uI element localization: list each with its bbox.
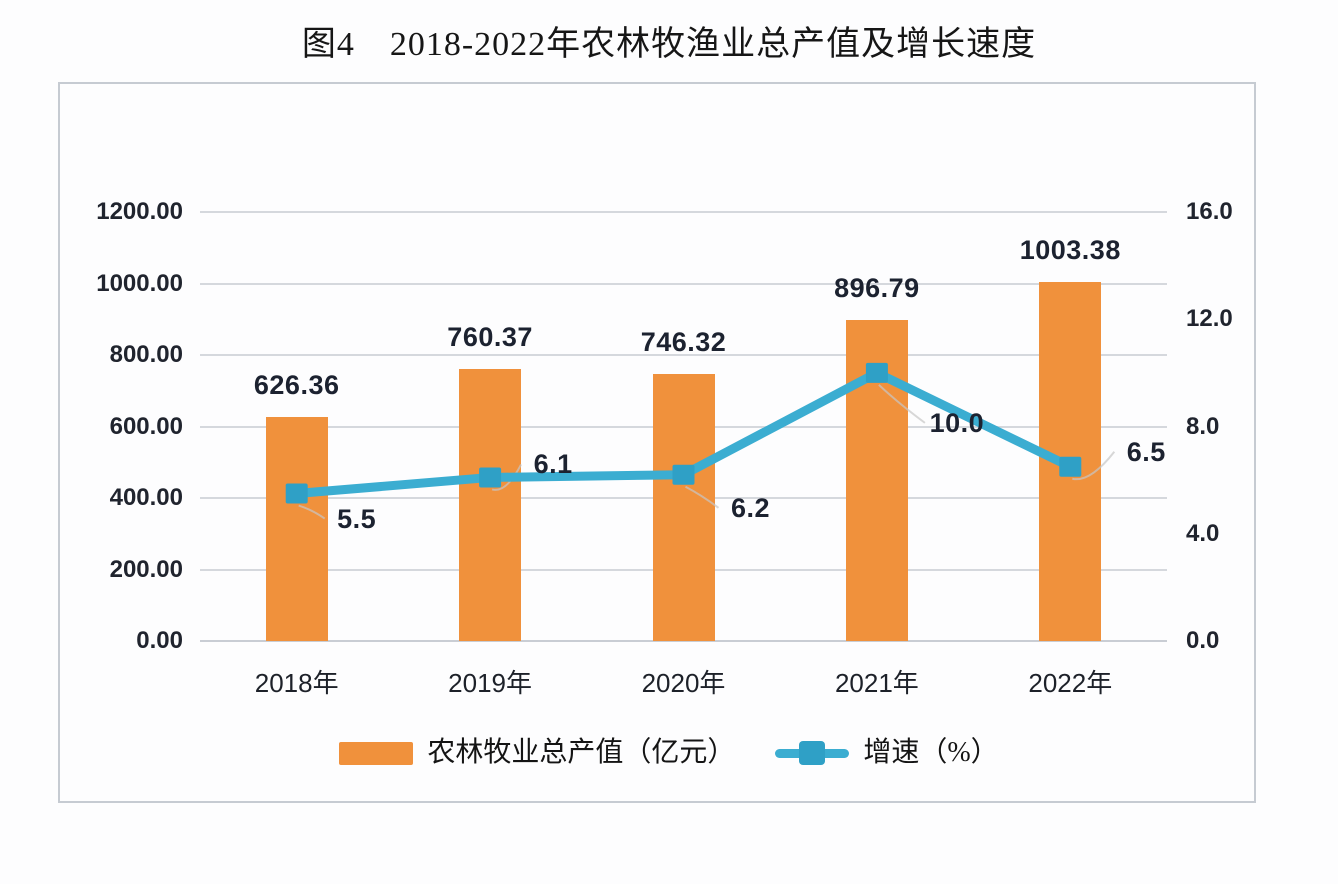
legend-line-marker-icon: [799, 741, 826, 765]
chart-legend: 农林牧业总产值（亿元） 增速（%）: [0, 736, 1338, 770]
y-axis-left-tick-200: 200.00: [109, 555, 183, 583]
line-marker-2018年: [285, 483, 308, 504]
line-value-label-2019年: 6.1: [533, 449, 573, 480]
line-value-label-2020年: 6.2: [730, 492, 771, 523]
label-leader-line: [491, 463, 522, 491]
line-marker-2022年: [1059, 456, 1082, 477]
line-marker-2019年: [479, 467, 502, 488]
y-axis-left-tick-400: 400.00: [109, 484, 183, 511]
bar-value-label-2020年: 746.32: [640, 327, 727, 358]
legend-bar-swatch: [339, 741, 414, 765]
chart-title: 图4 2018-2022年农林牧渔业总产值及增长速度: [301, 26, 1037, 63]
line-value-label-2022年: 6.5: [1126, 436, 1166, 467]
y-axis-right-tick-12: 12.0: [1186, 305, 1233, 333]
gridline-800: [200, 354, 1167, 356]
x-axis-label-2021年: 2021年: [834, 668, 919, 698]
line-marker-2020年: [672, 464, 695, 485]
bar-value-label-2019年: 760.37: [447, 322, 533, 353]
line-marker-2021年: [865, 362, 888, 383]
line-value-label-2021年: 10.0: [929, 407, 985, 438]
bar-value-label-2022年: 1003.38: [1019, 235, 1121, 266]
x-axis-label-2022年: 2022年: [1028, 668, 1113, 698]
x-axis-label-2020年: 2020年: [641, 668, 726, 698]
label-leader-line: [298, 504, 326, 520]
line-value-label-2018年: 5.5: [337, 503, 377, 534]
x-axis-label-2019年: 2019年: [448, 668, 533, 698]
label-leader-line: [1072, 451, 1116, 481]
legend-line-label: 增速（%）: [863, 737, 999, 768]
bar-2018年: [265, 417, 328, 641]
gridline-0: [200, 640, 1167, 642]
y-axis-left-tick-1000: 1000.00: [96, 269, 183, 297]
bar-2020年: [652, 374, 715, 641]
y-axis-right-tick-8: 8.0: [1186, 412, 1220, 440]
y-axis-right-tick-16: 16.0: [1186, 198, 1233, 225]
legend-line-swatch: [775, 738, 850, 768]
y-axis-left-tick-1200: 1200.00: [96, 198, 183, 225]
legend-bar-label: 农林牧业总产值（亿元）: [427, 737, 736, 768]
gridline-1200: [200, 211, 1167, 213]
label-leader-line: [685, 485, 720, 509]
y-axis-left-tick-800: 800.00: [109, 341, 183, 368]
label-leader-line: [878, 384, 926, 424]
gridline-1000: [200, 282, 1167, 285]
y-axis-left-tick-600: 600.00: [109, 412, 183, 440]
x-axis-label-2018年: 2018年: [254, 668, 339, 698]
chart-plot-border: [58, 82, 1256, 803]
y-axis-right-tick-4: 4.0: [1186, 519, 1220, 547]
bar-value-label-2018年: 626.36: [253, 370, 340, 401]
bar-value-label-2021年: 896.79: [834, 273, 920, 304]
y-axis-left-tick-0: 0.00: [136, 627, 183, 654]
y-axis-right-tick-0: 0.0: [1186, 627, 1220, 654]
bar-2019年: [459, 369, 522, 641]
